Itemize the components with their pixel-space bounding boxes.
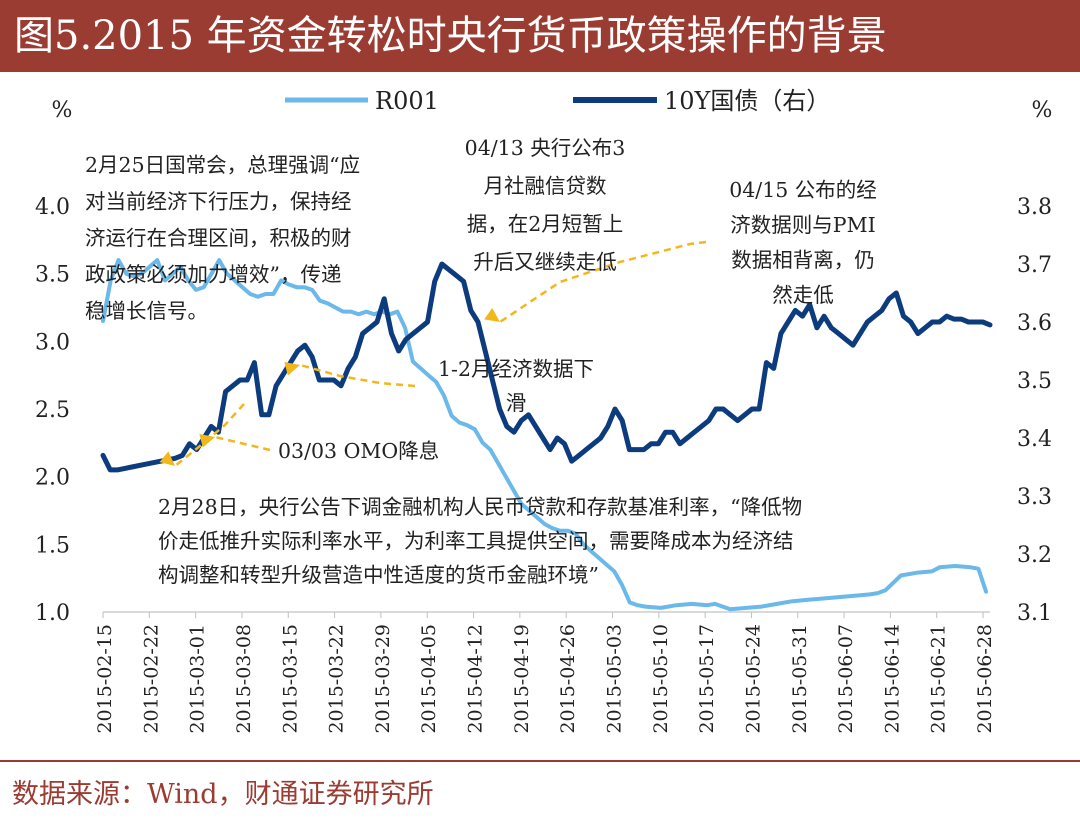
annotation-line: 04/13 央行公布3 (465, 136, 626, 160)
right-tick-label: 3.1 (1017, 601, 1052, 626)
annotation-arrow (499, 240, 707, 324)
annotation-line: 数据相背离，仍 (731, 248, 875, 272)
annotation-ann-0225: 2月25日国常会，总理强调“应对当前经济下行压力，保持经济运行在合理区间，积极的… (85, 153, 360, 323)
annotation-arrowhead (159, 451, 175, 466)
annotation-line: 价走低推升实际利率水平，为利率工具提供空间，需要降成本为经济结 (158, 529, 794, 553)
annotation-line: 1-2月经济数据下 (438, 357, 594, 381)
annotation-line: 政政策必须加力增效”，传递 (85, 263, 341, 287)
annotation-line: 2月28日，央行公告下调金融机构人民币贷款和存款基准利率，“降低物 (158, 495, 802, 519)
x-tick-label: 2015-03-08 (233, 624, 255, 734)
annotation-ann-0303: 03/03 OMO降息 (278, 439, 439, 463)
legend-label-r001: R001 (375, 87, 439, 115)
x-tick-label: 2015-06-14 (881, 624, 903, 734)
x-tick-label: 2015-03-22 (326, 624, 348, 734)
x-tick-label: 2015-06-07 (835, 624, 857, 734)
legend-label-10y: 10Y国债（右） (664, 87, 830, 115)
left-tick-label: 1.0 (35, 601, 70, 626)
x-tick-label: 2015-06-28 (974, 624, 996, 734)
annotation-line: 03/03 OMO降息 (278, 439, 439, 463)
annotation-arrow (299, 363, 416, 388)
right-axis-unit: % (1032, 98, 1053, 123)
x-tick-label: 2015-03-15 (279, 624, 301, 734)
annotation-line: 对当前经济下行压力，保持经 (85, 190, 352, 214)
x-tick-label: 2015-04-05 (418, 624, 440, 734)
left-tick-label: 4.0 (35, 195, 70, 220)
annotation-line: 04/15 公布的经 (729, 178, 877, 202)
annotation-ann-1-2month: 1-2月经济数据下滑 (438, 357, 594, 415)
x-tick-label: 2015-02-15 (94, 624, 116, 734)
left-tick-label: 2.0 (35, 466, 70, 491)
left-tick-label: 3.5 (35, 263, 70, 288)
annotation-ann-0228: 2月28日，央行公告下调金融机构人民币贷款和存款基准利率，“降低物价走低推升实际… (158, 495, 802, 587)
x-tick-label: 2015-05-10 (650, 624, 672, 734)
series-10y-bond-line (100, 261, 993, 473)
x-tick-label: 2015-03-01 (187, 624, 209, 734)
annotation-line: 然走低 (772, 283, 834, 307)
series-r001-line (101, 258, 989, 612)
x-tick-label: 2015-05-31 (789, 624, 811, 734)
annotation-ann-0415: 04/15 公布的经济数据则与PMI 数据相背离，仍然走低 (729, 178, 877, 307)
annotation-line: 稳增长信号。 (85, 299, 208, 323)
annotation-arrowhead (284, 362, 300, 376)
x-tick-label: 2015-04-26 (557, 624, 579, 734)
source-divider (0, 760, 1080, 762)
x-tick-label: 2015-05-17 (696, 624, 718, 734)
x-tick-label: 2015-04-19 (511, 624, 533, 734)
left-axis-unit: % (52, 98, 73, 123)
annotation-line: 滑 (506, 391, 527, 415)
annotation-line: 济数据则与PMI (730, 213, 875, 237)
right-tick-label: 3.8 (1017, 195, 1052, 220)
source-note: 数据来源：Wind，财通证券研究所 (12, 779, 434, 810)
title-bar: 图5.2015 年资金转松时央行货币政策操作的背景 (0, 0, 1080, 72)
right-tick-label: 3.6 (1017, 311, 1052, 336)
annotation-line: 济运行在合理区间，积极的财 (85, 226, 352, 250)
x-tick-label: 2015-04-12 (465, 624, 487, 734)
right-tick-label: 3.3 (1017, 485, 1052, 510)
annotation-arrow (174, 403, 245, 467)
annotation-line: 2月25日国常会，总理强调“应 (85, 153, 360, 177)
chart-title: 图5.2015 年资金转松时央行货币政策操作的背景 (14, 13, 887, 59)
right-tick-label: 3.4 (1017, 427, 1052, 452)
right-tick-label: 3.5 (1017, 369, 1052, 394)
annotation-line: 构调整和转型升级营造中性适度的货币金融环境” (158, 563, 599, 587)
x-tick-label: 2015-02-22 (140, 624, 162, 734)
x-tick-label: 2015-05-24 (742, 624, 764, 734)
left-tick-label: 2.5 (35, 398, 70, 423)
annotation-arrow (214, 435, 271, 452)
annotation-line: 升后又继续走低 (473, 250, 617, 274)
left-tick-label: 3.0 (35, 330, 70, 355)
annotation-arrowhead (484, 308, 500, 322)
annotation-line: 月社融信贷数 (484, 174, 607, 198)
annotation-ann-0413: 04/13 央行公布3 月社融信贷数据，在2月短暂上升后又继续走低 (465, 136, 626, 274)
left-tick-label: 1.5 (35, 533, 70, 558)
x-tick-label: 2015-03-29 (372, 624, 394, 734)
x-tick-label: 2015-05-03 (604, 624, 626, 734)
x-tick-label: 2015-06-21 (928, 624, 950, 734)
right-tick-label: 3.2 (1017, 543, 1052, 568)
right-tick-label: 3.7 (1017, 253, 1052, 278)
annotation-line: 据，在2月短暂上 (467, 212, 624, 236)
chart: 1.0 1.5 2.0 2.5 3.0 3.5 4.0 3.1 3.2 3.3 3.4 3.5 3.6 3… (35, 87, 1053, 734)
